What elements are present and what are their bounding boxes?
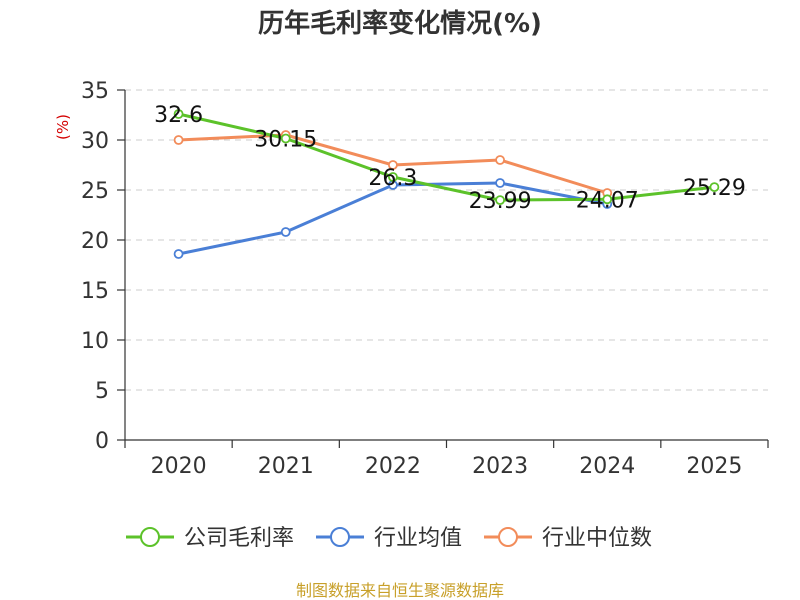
data-point-1-2020: [173, 109, 184, 119]
series-layer: [173, 109, 720, 259]
x-tick-label-2023: 2023: [472, 454, 528, 479]
series-line-2: [177, 181, 609, 256]
y-tick-label-35: 35: [81, 79, 109, 104]
data-point-3-2023: [495, 155, 505, 165]
legend: 公司毛利率 行业均值 行业中位数: [126, 526, 652, 551]
grid-layer: [125, 89, 768, 391]
legend-swatch-marker-2: [330, 527, 350, 547]
y-tick-label-30: 30: [81, 129, 109, 154]
y-tick-label-10: 10: [81, 329, 109, 354]
data-label-2025: 25.29: [683, 176, 746, 201]
data-point-2-2023: [495, 178, 505, 188]
legend-label-3: 行业中位数: [542, 526, 652, 551]
y-tick-label-15: 15: [81, 279, 109, 304]
x-tick-label-2025: 2025: [686, 454, 742, 479]
x-tick-label-2024: 2024: [579, 454, 635, 479]
y-tick-label-5: 5: [95, 379, 109, 404]
legend-item-1: 公司毛利率: [126, 526, 294, 551]
y-tick-label-25: 25: [81, 179, 109, 204]
data-point-2-2021: [280, 227, 291, 237]
series-1: [173, 109, 720, 206]
data-point-3-2020: [173, 135, 184, 145]
y-axis-label: (%): [54, 114, 72, 140]
legend-swatch-marker-1: [140, 527, 160, 547]
data-point-1-2025: [709, 182, 720, 193]
data-point-1-2023: [495, 195, 505, 206]
data-point-1-2024: [602, 194, 613, 205]
data-point-3-2022: [388, 160, 398, 170]
series-line-1: [177, 112, 716, 202]
x-tick-label-2022: 2022: [365, 454, 421, 479]
data-label-2023: 23.99: [469, 189, 532, 214]
data-label-2022: 26.3: [368, 166, 417, 191]
source-note: 制图数据来自恒生聚源数据库: [296, 581, 504, 600]
chart-title: 历年毛利率变化情况(%): [258, 8, 542, 39]
legend-label-2: 行业均值: [374, 526, 462, 551]
y-tick-label-20: 20: [81, 229, 109, 254]
legend-item-3: 行业中位数: [484, 526, 652, 551]
x-tick-label-2021: 2021: [258, 454, 314, 479]
data-label-2024: 24.07: [576, 188, 639, 213]
data-point-1-2022: [388, 172, 398, 182]
data-point-1-2021: [280, 133, 291, 144]
data-label-2021: 30.15: [254, 128, 317, 153]
x-tick-label-2020: 2020: [151, 454, 207, 479]
y-tick-label-0: 0: [95, 429, 109, 454]
data-label-layer: 32.6 30.15 26.3 23.99 24.07 25.29: [154, 103, 746, 214]
data-label-2020: 32.6: [154, 103, 203, 128]
legend-item-2: 行业均值: [316, 526, 462, 551]
data-point-2-2020: [173, 249, 184, 259]
legend-swatch-marker-3: [498, 527, 518, 547]
legend-label-1: 公司毛利率: [184, 526, 294, 551]
